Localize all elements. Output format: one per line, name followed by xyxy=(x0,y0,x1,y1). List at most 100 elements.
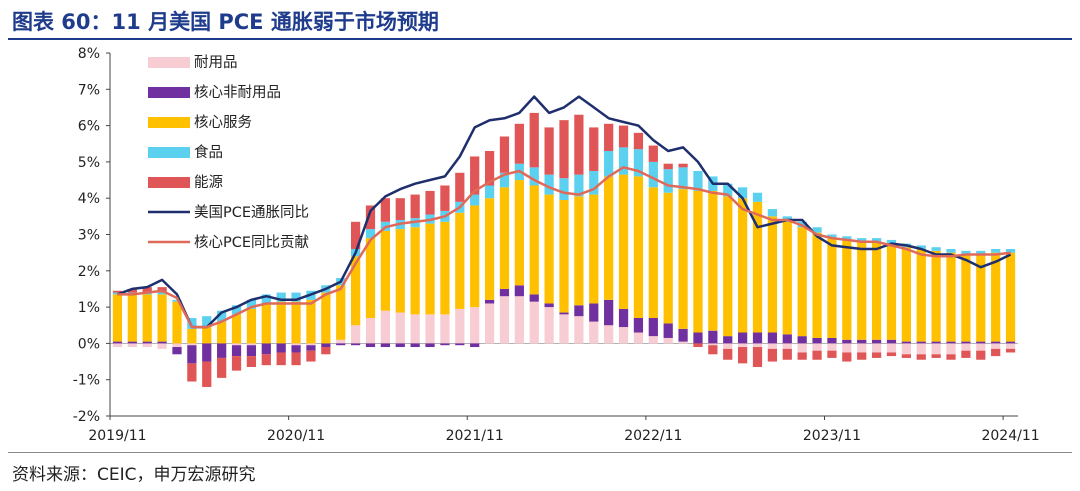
bar-segment xyxy=(886,339,897,344)
bar-segment xyxy=(261,294,271,304)
bar-segment xyxy=(946,249,956,253)
bar-segment xyxy=(350,221,361,250)
bar-segment xyxy=(901,343,911,355)
bar-segment xyxy=(648,336,658,344)
bar-segment xyxy=(306,345,316,351)
bar-segment xyxy=(1005,348,1016,353)
bar-segment xyxy=(276,343,286,353)
bar-segment xyxy=(752,347,763,367)
bar-segment xyxy=(425,314,435,344)
bar-segment xyxy=(187,363,197,382)
bar-segment xyxy=(961,350,971,358)
bar-segment xyxy=(991,343,1001,349)
bar-segment xyxy=(946,354,956,360)
bar-segment xyxy=(797,352,807,360)
bar-segment xyxy=(336,285,346,340)
bar-segment xyxy=(291,301,301,344)
bar-segment xyxy=(961,341,971,344)
bar-segment xyxy=(425,190,435,215)
bar-segment xyxy=(916,343,926,355)
bar-segment xyxy=(752,332,763,344)
bar-segment xyxy=(767,216,778,333)
bar-segment xyxy=(633,332,644,344)
bar-segment xyxy=(1005,252,1016,342)
bar-segment xyxy=(470,343,480,348)
bar-segment xyxy=(455,172,465,202)
bar-segment xyxy=(187,343,197,346)
bar-segment xyxy=(738,343,748,348)
bar-segment xyxy=(574,305,584,317)
bar-segment xyxy=(559,200,569,313)
bar-segment xyxy=(365,343,376,348)
bar-segment xyxy=(365,238,376,318)
bar-segment xyxy=(782,343,792,349)
bar-segment xyxy=(633,317,644,333)
bar-segment xyxy=(306,350,316,362)
bar-segment xyxy=(246,308,257,344)
title-divider xyxy=(8,38,1072,40)
bar-segment xyxy=(663,337,673,344)
bar-segment xyxy=(797,343,807,353)
legend-label: 耐用品 xyxy=(194,54,238,71)
bar-segment xyxy=(931,343,941,355)
bar-segment xyxy=(976,341,986,344)
footer-divider xyxy=(8,452,1072,453)
bar-segment xyxy=(291,345,301,353)
y-tick-label: 1% xyxy=(78,300,100,316)
bar-segment xyxy=(112,343,123,348)
bar-segment xyxy=(589,194,599,304)
bar-segment xyxy=(544,303,554,308)
bar-segment xyxy=(633,176,644,318)
bar-segment xyxy=(544,127,554,175)
bar-segment xyxy=(231,343,242,346)
bar-segment xyxy=(172,299,182,302)
bar-segment xyxy=(797,227,807,337)
bar-segment xyxy=(871,238,882,242)
bar-segment xyxy=(812,232,822,338)
bar-segment xyxy=(559,178,569,201)
bar-segment xyxy=(395,229,405,313)
bar-segment xyxy=(127,343,137,348)
bar-segment xyxy=(291,343,301,346)
bar-segment xyxy=(544,307,554,344)
bar-segment xyxy=(678,163,688,168)
bar-segment xyxy=(618,327,629,344)
bar-segment xyxy=(544,174,554,195)
bar-segment xyxy=(1005,341,1016,344)
y-tick-label: 8% xyxy=(78,46,100,62)
bar-segment xyxy=(916,245,926,250)
bar-segment xyxy=(976,250,986,255)
bar-segment xyxy=(589,127,599,171)
bar-segment xyxy=(529,167,539,186)
bar-segment xyxy=(499,296,510,344)
bar-segment xyxy=(455,343,465,346)
bar-segment xyxy=(871,339,882,344)
bar-segment xyxy=(693,190,703,333)
bar-segment xyxy=(261,354,271,366)
bar-segment xyxy=(738,198,748,333)
y-tick-label: 3% xyxy=(78,228,100,244)
bar-segment xyxy=(991,252,1001,342)
bar-segment xyxy=(886,239,897,244)
legend-swatch xyxy=(148,87,190,98)
bar-segment xyxy=(470,205,480,308)
bar-segment xyxy=(306,299,316,344)
bar-segment xyxy=(618,147,629,175)
bar-segment xyxy=(231,305,242,315)
bar-segment xyxy=(157,341,167,344)
bar-segment xyxy=(127,294,137,342)
bar-segment xyxy=(499,136,510,173)
bar-segment xyxy=(380,343,390,348)
bar-segment xyxy=(1005,343,1016,349)
bar-segment xyxy=(589,303,599,322)
bar-segment xyxy=(604,151,614,177)
bar-segment xyxy=(618,125,629,148)
bar-segment xyxy=(321,347,331,355)
bar-segment xyxy=(976,350,986,360)
bar-segment xyxy=(871,343,882,353)
bar-segment xyxy=(559,314,569,344)
bar-segment xyxy=(484,198,495,300)
bar-segment xyxy=(112,341,123,344)
y-tick-label: 7% xyxy=(78,82,100,98)
